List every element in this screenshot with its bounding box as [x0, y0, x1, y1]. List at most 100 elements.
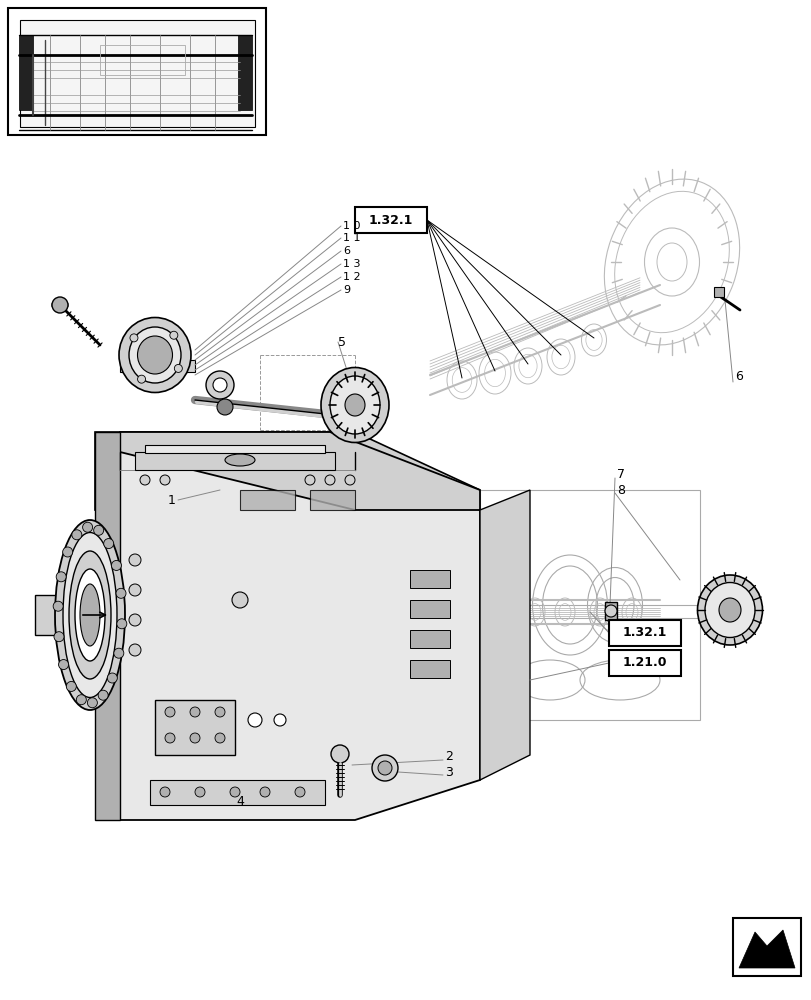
Circle shape [111, 560, 122, 570]
Bar [150, 780, 324, 805]
Circle shape [260, 787, 270, 797]
Text: 1.32.1: 1.32.1 [368, 214, 413, 227]
Circle shape [139, 475, 150, 485]
Circle shape [114, 648, 123, 658]
Bar [732, 918, 800, 976]
Circle shape [190, 707, 200, 717]
Ellipse shape [63, 532, 117, 698]
Ellipse shape [129, 327, 181, 383]
Text: 6: 6 [734, 370, 742, 383]
Ellipse shape [212, 378, 227, 392]
Bar [410, 630, 449, 648]
Ellipse shape [137, 336, 172, 374]
Ellipse shape [697, 575, 762, 645]
Circle shape [174, 364, 182, 372]
Bar [713, 287, 723, 297]
Polygon shape [120, 452, 479, 820]
Circle shape [83, 522, 92, 532]
Circle shape [195, 787, 204, 797]
Circle shape [58, 660, 68, 670]
Circle shape [247, 713, 262, 727]
Circle shape [107, 673, 118, 683]
Text: 5: 5 [337, 336, 345, 349]
Text: 4: 4 [236, 795, 243, 808]
Ellipse shape [119, 318, 191, 392]
Text: 3: 3 [444, 766, 453, 778]
Bar [608, 650, 680, 676]
Text: 7: 7 [616, 468, 624, 482]
Bar [410, 600, 449, 618]
Circle shape [53, 601, 63, 611]
Ellipse shape [206, 371, 234, 399]
Circle shape [190, 733, 200, 743]
Bar [354, 207, 427, 233]
Circle shape [129, 554, 141, 566]
Circle shape [331, 745, 349, 763]
Ellipse shape [52, 299, 68, 311]
Text: 6: 6 [342, 246, 350, 256]
Ellipse shape [329, 376, 380, 434]
Circle shape [160, 475, 169, 485]
Circle shape [129, 584, 141, 596]
Bar [19, 35, 33, 110]
Circle shape [116, 588, 126, 598]
Circle shape [88, 698, 97, 708]
Ellipse shape [55, 520, 125, 710]
Circle shape [215, 733, 225, 743]
Bar [135, 452, 335, 470]
Circle shape [169, 331, 178, 339]
Circle shape [604, 605, 616, 617]
Circle shape [52, 297, 68, 313]
Circle shape [165, 733, 175, 743]
Ellipse shape [75, 569, 105, 661]
Bar [604, 602, 616, 620]
Text: 1.32.1: 1.32.1 [622, 626, 667, 640]
Ellipse shape [320, 367, 388, 442]
Ellipse shape [69, 551, 111, 679]
Circle shape [137, 375, 145, 383]
Polygon shape [479, 490, 530, 780]
Text: 9: 9 [342, 285, 350, 295]
Bar [155, 700, 234, 755]
Ellipse shape [225, 454, 255, 466]
Polygon shape [120, 360, 195, 372]
Circle shape [130, 334, 138, 342]
Circle shape [54, 632, 64, 642]
Text: 1 1: 1 1 [342, 233, 360, 243]
Polygon shape [20, 20, 255, 127]
Circle shape [62, 547, 72, 557]
Bar [145, 445, 324, 453]
Circle shape [117, 619, 127, 629]
Polygon shape [95, 432, 479, 510]
Polygon shape [120, 432, 479, 510]
Text: 8: 8 [616, 484, 624, 496]
Circle shape [56, 572, 66, 582]
Ellipse shape [80, 584, 100, 646]
Text: 1 3: 1 3 [342, 259, 360, 269]
Circle shape [215, 707, 225, 717]
Bar [35, 595, 95, 635]
Text: 1: 1 [168, 493, 176, 506]
Ellipse shape [704, 582, 754, 638]
Circle shape [71, 530, 82, 540]
Circle shape [217, 399, 233, 415]
Text: 1 0: 1 0 [342, 221, 360, 231]
Circle shape [294, 787, 305, 797]
Circle shape [378, 761, 392, 775]
Text: 2: 2 [444, 750, 453, 764]
Ellipse shape [345, 394, 365, 416]
Circle shape [232, 592, 247, 608]
Text: 1.21.0: 1.21.0 [622, 656, 667, 670]
Bar [238, 35, 251, 110]
Circle shape [273, 714, 285, 726]
Circle shape [165, 707, 175, 717]
Polygon shape [95, 432, 120, 820]
Circle shape [230, 787, 240, 797]
Bar [100, 45, 185, 75]
Circle shape [324, 475, 335, 485]
Bar [310, 490, 354, 510]
Bar [410, 660, 449, 678]
Circle shape [305, 475, 315, 485]
Circle shape [93, 525, 104, 535]
Polygon shape [738, 930, 794, 968]
